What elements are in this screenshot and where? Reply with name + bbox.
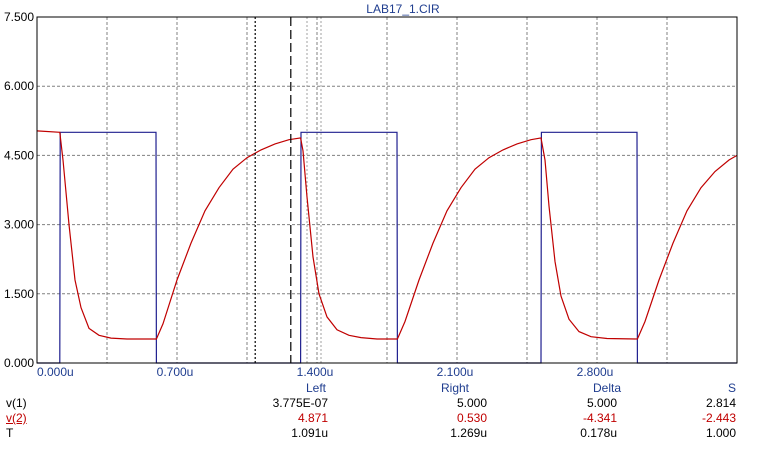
t-right-value: 1.269u <box>450 426 487 440</box>
x-tick-label: 2.100u <box>437 365 474 379</box>
y-tick-label: 6.000 <box>4 79 34 93</box>
plot-frame <box>36 16 738 364</box>
x-tick-label: 0.700u <box>157 365 194 379</box>
x-tick-label: 0.000u <box>37 365 74 379</box>
x-tick-label: 1.400u <box>297 365 334 379</box>
row-label-v2[interactable]: v(2) <box>6 411 27 425</box>
v2-left-value: 4.871 <box>297 411 328 425</box>
y-tick-labels: 0.000 1.500 3.000 4.500 6.000 7.500 <box>4 10 34 370</box>
cursor-layer[interactable] <box>254 17 292 363</box>
y-tick-label: 3.000 <box>4 218 34 232</box>
row-label-t[interactable]: T <box>6 426 14 440</box>
cursor-readout-table: Left Right Delta S v(1) 3.775E-07 5.000 … <box>0 381 782 460</box>
t-left-value: 1.091u <box>291 426 328 440</box>
x-tick-label: 2.800u <box>577 365 614 379</box>
t-slope-value: 1.000 <box>706 426 737 440</box>
v1-right-value: 5.000 <box>456 396 487 410</box>
y-tick-label: 7.500 <box>4 10 34 24</box>
header-right: Right <box>441 381 470 395</box>
v2-right-value: 0.530 <box>456 411 487 425</box>
chart-title: LAB17_1.CIR <box>366 2 440 16</box>
series-line-v1 <box>37 131 737 364</box>
v1-left-value: 3.775E-07 <box>272 396 328 410</box>
t-delta-value: 0.178u <box>580 426 617 440</box>
series-line-v2 <box>36 130 738 340</box>
header-delta: Delta <box>593 381 622 395</box>
y-tick-label: 4.500 <box>4 148 34 162</box>
grid-layer <box>37 17 737 363</box>
y-tick-label: 1.500 <box>4 287 34 301</box>
v1-delta-value: 5.000 <box>586 396 617 410</box>
series-layer <box>36 130 738 364</box>
x-tick-labels: 0.000u 0.700u 1.400u 2.100u 2.800u <box>37 365 613 379</box>
y-tick-label: 0.000 <box>4 356 34 370</box>
header-slope: S <box>728 381 737 395</box>
v2-slope-value: -2.443 <box>702 411 737 425</box>
row-label-v1[interactable]: v(1) <box>6 396 27 410</box>
header-left: Left <box>306 381 327 395</box>
v1-slope-value: 2.814 <box>706 396 737 410</box>
v2-delta-value: -4.341 <box>582 411 617 425</box>
